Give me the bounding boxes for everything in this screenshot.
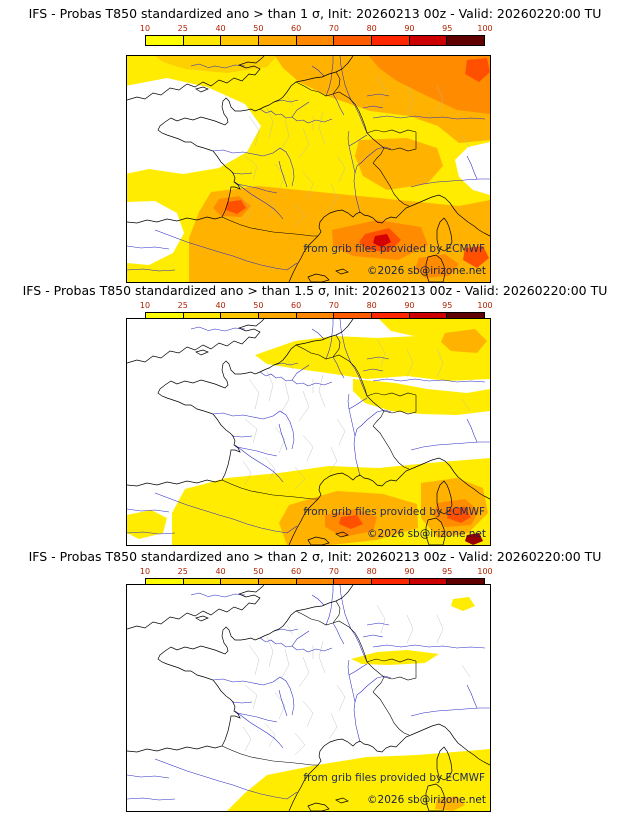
- colorbar-tick-label: 50: [253, 567, 264, 576]
- colorbar-tick-label: 90: [404, 24, 415, 33]
- map-canvas-sigma-2: [127, 585, 490, 811]
- colorbar-tick-label: 40: [215, 301, 226, 310]
- watermark-ecmwf: from grib files provided by ECMWF: [303, 243, 485, 255]
- map-canvas-sigma-1-5: [127, 319, 490, 545]
- colorbar-tick-label: 25: [177, 301, 188, 310]
- colorbar-segment: [409, 579, 448, 588]
- colorbar-tick-label: 95: [442, 24, 453, 33]
- colorbar-tick-label: 80: [366, 567, 377, 576]
- probability-overlay: [127, 319, 490, 545]
- colorbar-segment: [296, 36, 335, 45]
- watermark-copyright: ©2026 sb@irizone.net: [367, 265, 486, 277]
- colorbar-tick-label: 90: [404, 301, 415, 310]
- colorbar-tick-label: 100: [477, 24, 493, 33]
- watermark-ecmwf: from grib files provided by ECMWF: [303, 506, 485, 518]
- panel-title: IFS - Probas T850 standardized ano > tha…: [22, 283, 608, 298]
- colorbar-segment: [296, 313, 335, 322]
- colorbar-segment: [183, 313, 222, 322]
- colorbar-segment: [221, 36, 260, 45]
- colorbar-segment: [146, 36, 184, 45]
- colorbar-tick-label: 95: [442, 301, 453, 310]
- colorbar-segment: [409, 36, 448, 45]
- colorbar-tick-label: 60: [291, 301, 302, 310]
- colorbar-segment: [221, 313, 260, 322]
- colorbar-tick-label: 10: [139, 24, 151, 33]
- colorbar-tick-label: 90: [404, 567, 415, 576]
- colorbar-segment: [259, 579, 297, 588]
- probability-overlay: [127, 56, 490, 282]
- map-sigma-1-5: from grib files provided by ECMWF ©2026 …: [126, 318, 491, 546]
- probability-overlay: [227, 597, 490, 811]
- colorbar-tick-label: 10: [139, 301, 151, 310]
- watermark-copyright: ©2026 sb@irizone.net: [367, 528, 486, 540]
- colorbar-segment: [259, 313, 297, 322]
- colorbar-tick-label: 10: [139, 567, 151, 576]
- panel-title: IFS - Probas T850 standardized ano > tha…: [28, 6, 602, 21]
- panel-title: IFS - Probas T850 standardized ano > tha…: [28, 549, 602, 564]
- colorbar-tick-label: 60: [291, 24, 302, 33]
- watermark-copyright: ©2026 sb@irizone.net: [367, 794, 486, 806]
- colorbar-tick-label: 95: [442, 567, 453, 576]
- colorbar-tick-label: 70: [328, 24, 339, 33]
- colorbar-tick-label: 100: [477, 301, 493, 310]
- colorbar-tick-label: 25: [177, 567, 188, 576]
- colorbar-tick-label: 70: [328, 567, 339, 576]
- colorbar-segment: [296, 579, 335, 588]
- colorbar-segment: [447, 36, 485, 45]
- colorbar-gradient: [145, 35, 485, 46]
- colorbar-tick-label: 50: [253, 301, 264, 310]
- colorbar-tick-label: 25: [177, 24, 188, 33]
- colorbar-segment: [183, 36, 222, 45]
- colorbar-segment: [334, 579, 373, 588]
- colorbar-tick-label: 60: [291, 567, 302, 576]
- colorbar-segment: [259, 36, 297, 45]
- colorbar-segment: [447, 313, 485, 322]
- colorbar-segment: [372, 313, 410, 322]
- map-sigma-2: from grib files provided by ECMWF ©2026 …: [126, 584, 491, 812]
- colorbar-segment: [183, 579, 222, 588]
- colorbar-segment: [146, 579, 184, 588]
- colorbar-segment: [372, 579, 410, 588]
- colorbar-tick-label: 80: [366, 301, 377, 310]
- colorbar-segment: [334, 313, 373, 322]
- colorbar-tick-label: 40: [215, 567, 226, 576]
- colorbar-tick-label: 100: [477, 567, 493, 576]
- colorbar-segment: [447, 579, 485, 588]
- watermark-ecmwf: from grib files provided by ECMWF: [303, 772, 485, 784]
- map-canvas-sigma-1: [127, 56, 490, 282]
- colorbar-segment: [334, 36, 373, 45]
- colorbar-tick-label: 40: [215, 24, 226, 33]
- colorbar-segment: [409, 313, 448, 322]
- colorbar-tick-label: 70: [328, 301, 339, 310]
- map-sigma-1: from grib files provided by ECMWF ©2026 …: [126, 55, 491, 283]
- probability-colorbar: 10 25 40 50 60 70 80 90 95 100: [140, 24, 493, 48]
- colorbar-tick-label: 80: [366, 24, 377, 33]
- colorbar-segment: [221, 579, 260, 588]
- colorbar-segment: [146, 313, 184, 322]
- colorbar-segment: [372, 36, 410, 45]
- colorbar-tick-label: 50: [253, 24, 264, 33]
